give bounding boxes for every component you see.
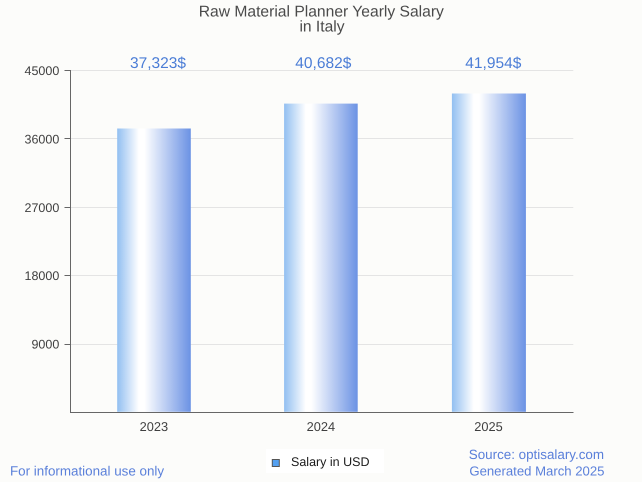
svg-text:37,323$: 37,323$ xyxy=(130,55,186,72)
svg-text:For informational use only: For informational use only xyxy=(10,463,164,478)
svg-text:Source: optisalary.com: Source: optisalary.com xyxy=(469,447,604,462)
svg-text:in Italy: in Italy xyxy=(299,19,344,36)
svg-text:Salary in USD: Salary in USD xyxy=(291,455,370,469)
svg-text:Generated March 2025: Generated March 2025 xyxy=(469,464,604,479)
svg-text:27000: 27000 xyxy=(25,201,60,215)
svg-text:2025: 2025 xyxy=(474,419,502,434)
svg-text:2023: 2023 xyxy=(140,419,168,434)
svg-text:2024: 2024 xyxy=(307,419,335,434)
svg-text:Raw Material Planner Yearly Sa: Raw Material Planner Yearly Salary xyxy=(199,4,444,21)
svg-text:9000: 9000 xyxy=(31,338,59,352)
svg-text:45000: 45000 xyxy=(25,64,60,78)
svg-text:36000: 36000 xyxy=(25,132,60,146)
svg-text:40,682$: 40,682$ xyxy=(295,55,351,72)
svg-text:41,954$: 41,954$ xyxy=(465,55,521,72)
svg-text:18000: 18000 xyxy=(25,269,60,283)
